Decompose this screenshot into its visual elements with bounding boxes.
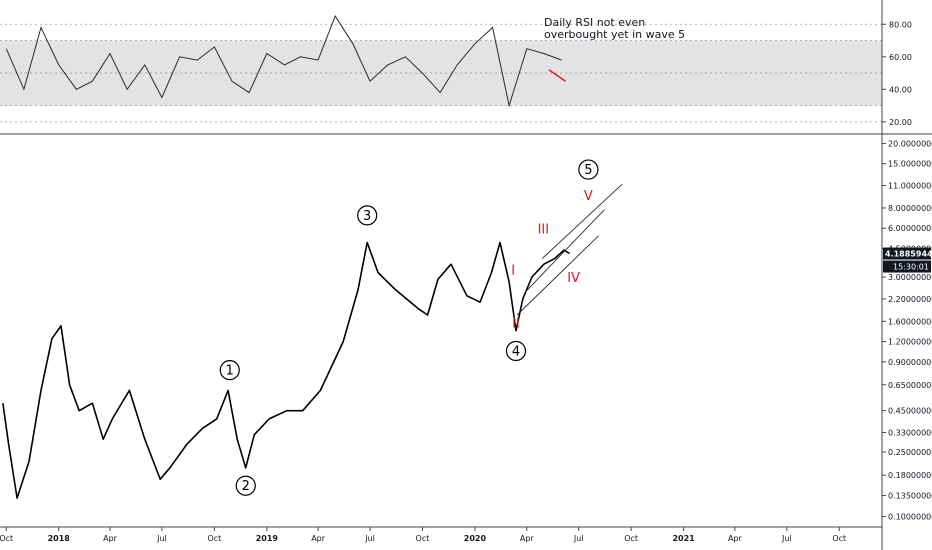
price-tick-label: 1.60000000 xyxy=(888,317,932,326)
wave-circle-5 xyxy=(578,159,599,180)
channel-line xyxy=(541,183,623,259)
wave-label-2: 2 xyxy=(242,479,250,494)
x-tick-label: Apr xyxy=(103,534,118,543)
price-tick-label: 0.45000000 xyxy=(888,407,932,416)
x-tick-label: Jul xyxy=(156,534,167,543)
x-tick-label: Jul xyxy=(573,534,584,543)
price-tick-label: 1.20000000 xyxy=(888,338,932,347)
price-tick-label: 8.00000000 xyxy=(888,204,932,213)
x-tick-label: Oct xyxy=(416,534,430,543)
channel-line xyxy=(516,235,599,316)
roman-label-IV: IV xyxy=(567,271,580,286)
rsi-tick-label: 80.00 xyxy=(889,20,912,29)
x-tick-label: 2020 xyxy=(464,534,487,543)
roman-label-II: II xyxy=(512,317,520,332)
price-tick-label: 3.00000000 xyxy=(888,273,932,282)
x-tick-label: Jul xyxy=(781,534,792,543)
price-tick-label: 15.00000000 xyxy=(888,160,932,169)
x-tick-label: Jul xyxy=(364,534,375,543)
wave-circle-2 xyxy=(235,475,256,496)
rsi-tick-label: 60.00 xyxy=(889,53,912,62)
roman-label-III: III xyxy=(538,222,550,237)
rsi-tick-label: 40.00 xyxy=(889,85,912,94)
x-tick-label: 2018 xyxy=(48,534,71,543)
countdown-label: 15:30:01 xyxy=(893,263,929,272)
price-tick-label: 11.00000000 xyxy=(888,182,932,191)
wave-circle-4 xyxy=(505,340,527,362)
x-tick-label: Oct xyxy=(0,534,13,543)
last-price-label: 4.18859446 xyxy=(885,250,932,259)
price-tick-label: 0.10000000 xyxy=(888,513,932,522)
wave-label-3: 3 xyxy=(363,209,371,224)
x-tick-label: Apr xyxy=(311,534,326,543)
wave-labels: 1 2 3 4 5 xyxy=(219,159,599,496)
roman-label-V: V xyxy=(584,189,593,204)
rsi-panel[interactable]: Daily RSI not even overbought yet in wav… xyxy=(0,15,912,127)
x-tick-label: Oct xyxy=(624,534,638,543)
channel-lines xyxy=(516,183,623,316)
price-tick-label: 20.00000000 xyxy=(888,139,932,148)
roman-label-I: I xyxy=(511,263,515,278)
price-tick-label: 0.65000000 xyxy=(888,381,932,390)
rsi-annotation-line-2: overbought yet in wave 5 xyxy=(544,28,685,41)
last-price-tag: 4.18859446 15:30:01 xyxy=(883,247,932,273)
price-tick-label: 0.18000000 xyxy=(888,471,932,480)
x-axis[interactable]: Oct 2018 Apr Jul Oct 2019 Apr Jul Oct 2020 Apr Jul O… xyxy=(0,527,846,543)
rsi-y-axis[interactable]: 80.00 60.00 40.00 20.00 xyxy=(882,20,912,127)
x-tick-label: Apr xyxy=(728,534,743,543)
wave-label-5: 5 xyxy=(584,163,592,178)
x-tick-label: Oct xyxy=(832,534,846,543)
wave-label-4: 4 xyxy=(512,344,520,359)
countdown-box xyxy=(883,260,931,273)
rsi-tick-label: 20.00 xyxy=(889,118,912,127)
price-tick-label: 0.90000000 xyxy=(888,358,932,367)
price-tick-label: 0.13500000 xyxy=(888,491,932,500)
x-tick-label: Oct xyxy=(207,534,221,543)
price-tick-label: 0.25000000 xyxy=(888,448,932,457)
price-series xyxy=(2,241,571,499)
rsi-line xyxy=(5,15,562,108)
rsi-annotation-line-1: Daily RSI not even xyxy=(544,16,645,29)
wave-label-1: 1 xyxy=(226,364,234,379)
price-tick-label: 6.00000000 xyxy=(888,224,932,233)
price-line xyxy=(2,241,571,499)
x-tick-label: 2019 xyxy=(256,534,279,543)
rsi-divergence-line xyxy=(548,69,567,82)
price-tick-label: 2.20000000 xyxy=(888,295,932,304)
x-tick-label: Apr xyxy=(520,534,535,543)
x-tick-label: 2021 xyxy=(672,534,695,543)
channel-line xyxy=(524,209,605,294)
price-tick-label: 0.33000000 xyxy=(888,428,932,437)
price-y-axis[interactable]: 20.00000000 15.00000000 11.00000000 8.00000… xyxy=(882,139,932,522)
rsi-grid xyxy=(0,23,882,123)
last-price-box xyxy=(883,247,931,260)
wave-circle-1 xyxy=(219,360,240,381)
wave-circle-3 xyxy=(357,205,378,226)
